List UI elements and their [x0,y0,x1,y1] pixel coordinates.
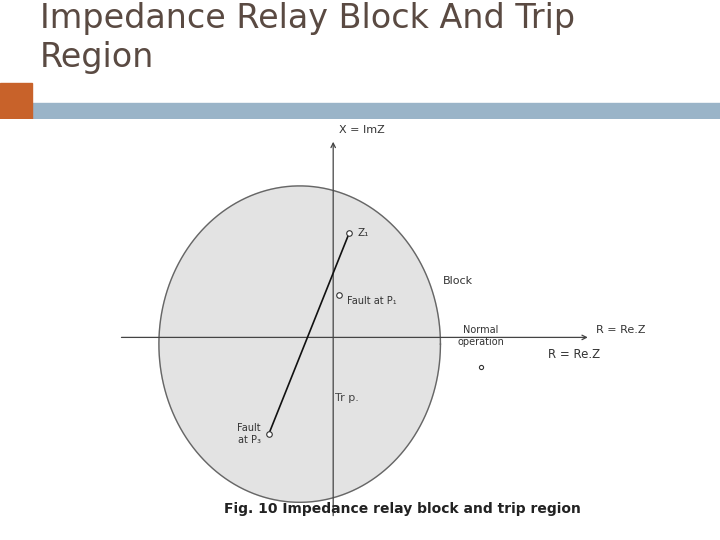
Text: R = Re.Z: R = Re.Z [596,325,645,335]
Text: Impedance Relay Block And Trip
Region: Impedance Relay Block And Trip Region [40,2,575,73]
Bar [0,103,720,119]
Text: Block: Block [443,276,473,286]
Text: Fig. 10 Impedance relay block and trip region: Fig. 10 Impedance relay block and trip r… [225,502,581,516]
Text: Fault
at P₃: Fault at P₃ [237,423,261,445]
Text: Z₁: Z₁ [357,228,369,238]
Text: X = ImZ: X = ImZ [338,125,384,135]
Text: Fault at P₁: Fault at P₁ [346,296,396,306]
Text: Tr p.: Tr p. [335,393,359,403]
Text: Normal
operation: Normal operation [457,325,504,347]
Polygon shape [159,186,441,502]
Text: R = Re.Z: R = Re.Z [548,348,600,361]
Bar [0,83,32,119]
